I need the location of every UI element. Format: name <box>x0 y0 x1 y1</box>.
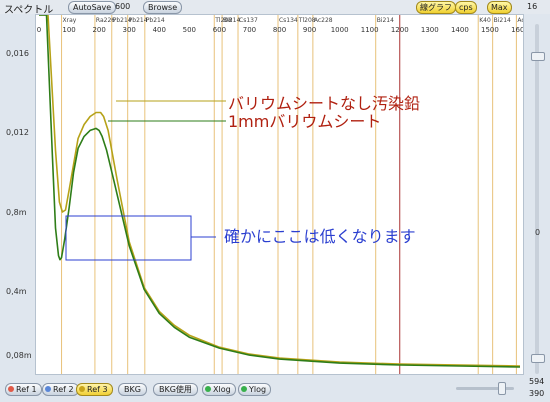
vertical-scale-slider[interactable] <box>535 24 539 374</box>
ref3-dot-icon <box>79 386 85 392</box>
nuclide-label-2: Pb214 <box>113 17 132 24</box>
series-line-1 <box>39 14 521 368</box>
ref1-dot-icon <box>8 386 14 392</box>
x-tick-1100: 1100 <box>361 26 379 34</box>
window-title: スペクトル <box>4 5 54 16</box>
x-tick-800: 800 <box>273 26 286 34</box>
x-tick-900: 900 <box>303 26 316 34</box>
x-tick-1300: 1300 <box>421 26 439 34</box>
nuclide-label-1: Ra226 <box>96 17 115 24</box>
ref2-button[interactable]: Ref 2 <box>42 383 79 396</box>
x-tick-1600: 1600 <box>511 26 523 34</box>
x-tick-500: 500 <box>183 26 196 34</box>
y-tick-label: 0,08m <box>6 351 32 361</box>
y-tick-label: 0,012 <box>6 128 29 138</box>
x-tick-700: 700 <box>243 26 256 34</box>
x-tick-1500: 1500 <box>481 26 499 34</box>
y-tick-label: 0,4m <box>6 287 27 297</box>
slider-knob-upper[interactable] <box>531 52 545 61</box>
annotation-lower-here: 確かにここは低くなります <box>224 227 416 246</box>
nuclide-label-12: K40 <box>479 17 491 24</box>
nuclide-label-6: Bi214 <box>223 17 240 24</box>
nuclide-label-14: Ac228 <box>517 17 523 24</box>
value-390: 390 <box>529 389 545 398</box>
xlog-dot-icon <box>205 386 211 392</box>
max-button[interactable]: Max <box>487 1 512 14</box>
bkg-use-button[interactable]: BKG使用 <box>153 383 198 396</box>
x-tick-1400: 1400 <box>451 26 469 34</box>
series-line-0 <box>39 14 521 367</box>
bkg-button[interactable]: BKG <box>118 383 147 396</box>
x-tick-300: 300 <box>123 26 136 34</box>
nuclide-label-10: Ac228 <box>314 17 333 24</box>
right-panel: 0 <box>526 14 550 375</box>
x-tick-100: 100 <box>62 26 75 34</box>
slider-knob-lower[interactable] <box>531 354 545 363</box>
right-center-value: 0 <box>535 228 541 237</box>
annotations: バリウムシートなし汚染鉛 1mmバリウムシート 確かにここは低くなります <box>65 94 420 261</box>
horizontal-slider-knob[interactable] <box>498 382 506 395</box>
browse-button[interactable]: Browse <box>143 1 183 14</box>
x-tick-0: 0 <box>37 26 41 34</box>
x-tick-labels: 0100200300400500600700800900100011001200… <box>37 26 529 34</box>
x-tick-200: 200 <box>92 26 105 34</box>
autosave-interval-value: 600 <box>115 2 131 11</box>
xlog-button[interactable]: Xlog <box>202 383 236 396</box>
nuclide-label-7: Cs137 <box>239 17 258 24</box>
autosave-button[interactable]: AutoSave <box>68 1 117 14</box>
cps-button[interactable]: cps <box>455 1 477 14</box>
highlight-box <box>65 215 192 261</box>
horizontal-slider[interactable] <box>456 387 514 390</box>
value-594: 594 <box>529 377 545 386</box>
x-tick-600: 600 <box>213 26 226 34</box>
ylog-dot-icon <box>241 386 247 392</box>
ref3-button[interactable]: Ref 3 <box>76 383 113 396</box>
ref2-dot-icon <box>45 386 51 392</box>
y-tick-label: 0,016 <box>6 48 29 58</box>
nuclide-label-4: Pb214 <box>146 17 165 24</box>
nuclide-label-5: Tl208 <box>214 17 232 24</box>
nuclide-label-13: Bi214 <box>494 17 511 24</box>
line-graph-button[interactable]: 線グラフ <box>416 1 456 14</box>
nuclide-label-9: Tl208 <box>298 17 316 24</box>
nuclide-label-0: Xray <box>63 17 77 24</box>
nuclide-label-11: Bi214 <box>377 17 394 24</box>
toolbar: スペクトル AutoSave 600 Browse 線グラフ cps Max 1… <box>0 0 550 16</box>
nuclide-lines <box>61 15 517 374</box>
nuclide-label-8: Cs134 <box>279 17 298 24</box>
spectrum-chart: 0100200300400500600700800900100011001200… <box>37 14 537 374</box>
series-lines <box>39 14 521 368</box>
ylog-button[interactable]: Ylog <box>238 383 272 396</box>
bottom-toolbar: Ref 1 Ref 2 Ref 3 BKG BKG使用 Xlog Ylog 59… <box>0 376 550 402</box>
annotation-no-shield: バリウムシートなし汚染鉛 <box>228 94 420 113</box>
spectrum-plot[interactable]: 0100200300400500600700800900100011001200… <box>35 14 537 375</box>
nuclide-label-3: Pb214 <box>129 17 148 24</box>
toolbar-right-value: 16 <box>527 2 538 11</box>
y-tick-label: 0,8m <box>6 207 27 217</box>
annotation-1mm-sheet: 1mmバリウムシート <box>228 112 381 131</box>
ref1-button[interactable]: Ref 1 <box>5 383 42 396</box>
x-tick-400: 400 <box>153 26 166 34</box>
x-tick-1000: 1000 <box>331 26 349 34</box>
